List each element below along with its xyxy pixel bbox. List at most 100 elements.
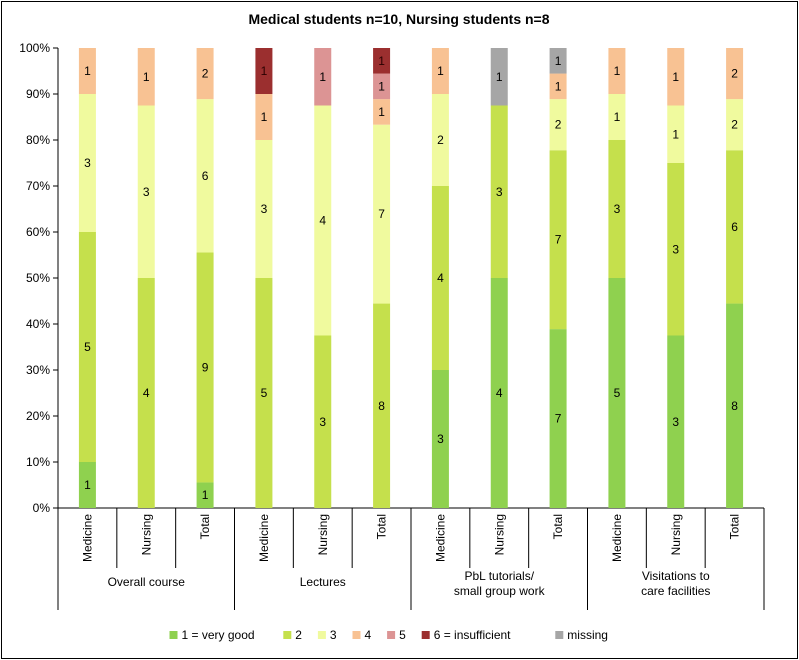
bar-segment <box>608 94 626 140</box>
bar-segment <box>490 105 508 278</box>
bar-segment <box>490 278 508 508</box>
bar-value-label: 8 <box>731 399 738 413</box>
bar-layer: 1 5 3 1 4 3 1 1 9 6 2 5 3 1 1 3 4 1 8 7 1 1 1 3 4 2 1 4 3 1 7 7 2 1 1 5 3 1 1 3… <box>78 48 744 508</box>
bar-segment <box>373 48 391 74</box>
group-label: Visitations to <box>642 569 710 583</box>
bar-value-label: 1 <box>378 54 385 68</box>
bar-value-label: 1 <box>202 488 209 502</box>
bar-segment <box>726 99 744 151</box>
bar-value-label: 1 <box>261 110 268 124</box>
bar-value-label: 4 <box>496 386 503 400</box>
bar-segment <box>78 48 96 94</box>
bar-segment <box>314 48 332 106</box>
bar-value-label: 5 <box>84 340 91 354</box>
bar-segment <box>255 140 273 278</box>
group-label: PbL tutorials/ <box>464 569 534 583</box>
category-label: Total <box>551 514 565 539</box>
bar-segment <box>196 252 214 483</box>
bar-segment <box>549 73 567 100</box>
bar-value-label: 3 <box>319 415 326 429</box>
group-label: Lectures <box>300 575 346 589</box>
bar-segment <box>608 140 626 278</box>
bar-value-label: 1 <box>378 79 385 93</box>
bar-value-label: 8 <box>378 399 385 413</box>
y-tick-label: 100% <box>19 41 50 55</box>
legend-swatch <box>317 631 326 639</box>
category-layer: Medicine Nursing Total Overall course Medici… <box>80 514 741 598</box>
bar-segment <box>78 232 96 462</box>
bar-segment <box>549 48 567 74</box>
category-label: Nursing <box>669 514 683 555</box>
bar-value-label: 1 <box>437 64 444 78</box>
y-tick-label: 80% <box>26 133 50 147</box>
category-label: Medicine <box>433 514 447 562</box>
legend-label: 6 = insufficient <box>434 628 511 642</box>
bar-segment <box>78 94 96 232</box>
bar-value-label: 4 <box>143 386 150 400</box>
bar-segment <box>667 335 685 508</box>
y-tick-label: 60% <box>26 225 50 239</box>
bar-value-label: 3 <box>437 432 444 446</box>
bar-segment <box>549 150 567 330</box>
legend-swatch <box>555 631 564 639</box>
bar-segment <box>431 186 449 370</box>
group-label: small group work <box>454 584 546 598</box>
bar-segment <box>196 482 214 508</box>
bar-segment <box>255 94 273 140</box>
legend-label: 1 = very good <box>182 628 255 642</box>
bar-segment <box>314 335 332 508</box>
bar-value-label: 6 <box>202 169 209 183</box>
category-label: Total <box>198 514 212 539</box>
legend-swatch <box>387 631 396 639</box>
bar-value-label: 3 <box>496 185 503 199</box>
bar-value-label: 4 <box>319 214 326 228</box>
bar-value-label: 2 <box>731 118 738 132</box>
legend-label: 2 <box>295 628 302 642</box>
bar-segment <box>549 99 567 151</box>
bar-segment <box>137 278 155 508</box>
bar-segment <box>373 73 391 100</box>
bar-value-label: 2 <box>555 118 562 132</box>
bar-value-label: 1 <box>614 64 621 78</box>
bar-value-label: 1 <box>378 105 385 119</box>
bar-segment <box>137 105 155 278</box>
bar-value-label: 7 <box>378 207 385 221</box>
y-tick-label: 90% <box>26 87 50 101</box>
bar-value-label: 5 <box>614 386 621 400</box>
y-tick-label: 50% <box>26 271 50 285</box>
bar-value-label: 6 <box>731 220 738 234</box>
chart-title: Medical students n=10, Nursing students … <box>248 11 549 27</box>
bar-segment <box>431 48 449 94</box>
bar-value-label: 1 <box>84 478 91 492</box>
bar-segment <box>196 99 214 253</box>
bar-segment <box>726 303 744 508</box>
bar-segment <box>726 48 744 100</box>
bar-value-label: 1 <box>555 79 562 93</box>
category-label: Medicine <box>257 514 271 562</box>
bar-segment <box>549 329 567 508</box>
legend-swatch <box>283 631 292 639</box>
bar-value-label: 1 <box>496 70 503 84</box>
y-tick-label: 0% <box>33 501 51 515</box>
bar-value-label: 1 <box>672 70 679 84</box>
category-label: Nursing <box>492 514 506 555</box>
bar-segment <box>255 278 273 508</box>
y-tick-label: 30% <box>26 363 50 377</box>
bar-value-label: 1 <box>84 64 91 78</box>
bar-value-label: 3 <box>672 242 679 256</box>
bar-segment <box>78 462 96 508</box>
bar-value-label: 1 <box>261 64 268 78</box>
y-tick-label: 10% <box>26 455 50 469</box>
legend-label: 4 <box>365 628 372 642</box>
bar-value-label: 3 <box>84 156 91 170</box>
y-tick-label: 70% <box>26 179 50 193</box>
category-label: Total <box>375 514 389 539</box>
bar-segment <box>667 163 685 336</box>
category-label: Nursing <box>316 514 330 555</box>
bar-value-label: 5 <box>261 386 268 400</box>
y-tick-label: 40% <box>26 317 50 331</box>
bar-segment <box>726 150 744 304</box>
category-label: Medicine <box>80 514 94 562</box>
bar-value-label: 2 <box>437 133 444 147</box>
bar-value-label: 7 <box>555 233 562 247</box>
